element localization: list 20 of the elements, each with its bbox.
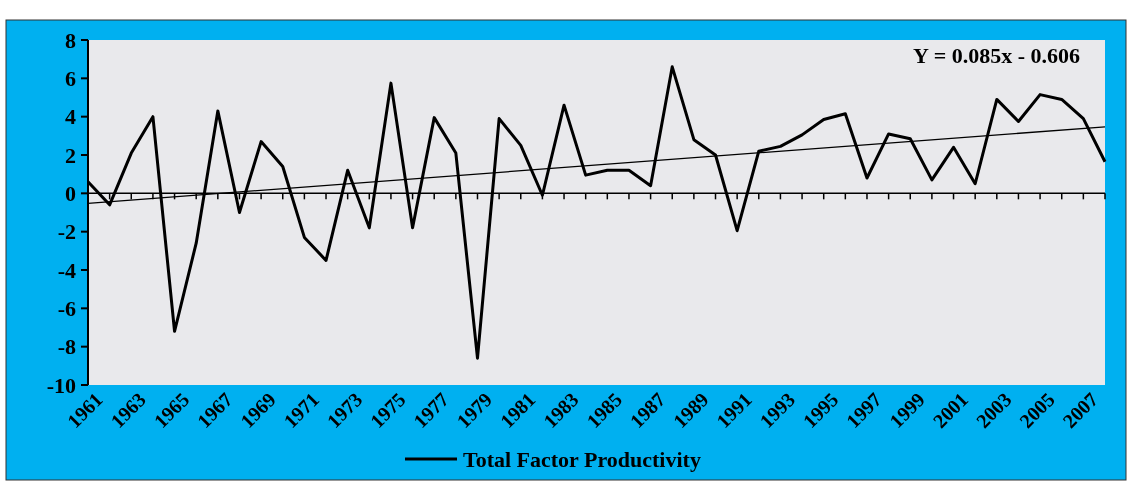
x-tick-label: 1981 [495, 388, 540, 433]
x-tick-label: 1999 [885, 388, 929, 433]
y-tick-label: 2 [65, 142, 76, 168]
x-tick-label: 1971 [279, 388, 324, 433]
y-tick-label: -8 [57, 334, 76, 360]
x-tick-label: 1991 [712, 388, 756, 433]
x-tick-label: 1969 [235, 388, 280, 433]
x-tick-label: 1979 [452, 388, 497, 433]
y-tick-label: 6 [65, 66, 76, 92]
y-tick-label: -4 [57, 257, 76, 283]
x-tick-label: 1963 [106, 388, 150, 433]
legend-label: Total Factor Productivity [463, 446, 701, 472]
annotation: Y = 0.085x - 0.606 [913, 43, 1080, 68]
x-tick-label: 1989 [668, 388, 713, 433]
y-tick-label: -6 [57, 296, 76, 322]
y-tick-label: -10 [46, 372, 76, 398]
y-tick-label: 4 [65, 104, 76, 130]
y-tick-label: -2 [57, 219, 76, 245]
y-tick-label: 0 [65, 181, 76, 207]
y-tick-label: 8 [65, 27, 76, 53]
